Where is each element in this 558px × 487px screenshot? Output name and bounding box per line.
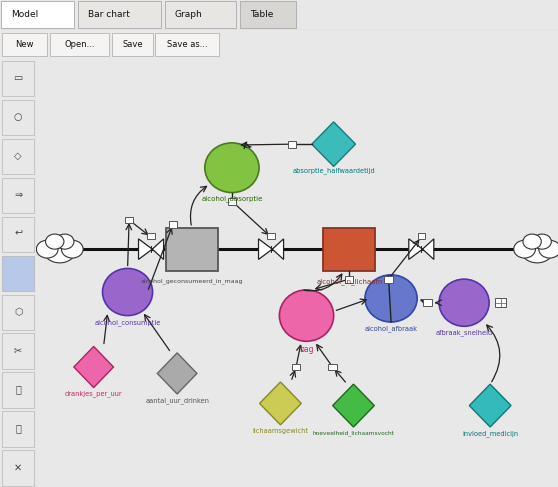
- Bar: [166, 228, 218, 271]
- Text: invloed_medicijn: invloed_medicijn: [462, 430, 518, 437]
- Text: Bar chart: Bar chart: [88, 10, 130, 19]
- Polygon shape: [259, 382, 301, 425]
- Text: lichaamsgewicht: lichaamsgewicht: [252, 428, 309, 434]
- FancyBboxPatch shape: [2, 178, 33, 213]
- Bar: [147, 233, 155, 239]
- Bar: [125, 217, 133, 224]
- Text: drankjes_per_uur: drankjes_per_uur: [65, 391, 122, 397]
- FancyBboxPatch shape: [2, 100, 33, 135]
- Text: Graph: Graph: [175, 10, 203, 19]
- Bar: [292, 364, 300, 371]
- Text: ✕: ✕: [14, 463, 22, 472]
- FancyBboxPatch shape: [2, 373, 33, 408]
- Ellipse shape: [439, 279, 489, 326]
- Circle shape: [521, 235, 554, 263]
- Polygon shape: [409, 239, 422, 260]
- FancyBboxPatch shape: [78, 1, 161, 28]
- Polygon shape: [152, 239, 163, 260]
- Text: ↩: ↩: [14, 229, 22, 239]
- Circle shape: [533, 234, 551, 249]
- Polygon shape: [74, 346, 113, 388]
- Bar: [417, 233, 425, 239]
- FancyBboxPatch shape: [2, 450, 33, 486]
- Text: alcohol_geconsumeerd_in_maag: alcohol_geconsumeerd_in_maag: [141, 278, 243, 284]
- Bar: [384, 276, 393, 282]
- Text: New: New: [15, 40, 34, 49]
- FancyBboxPatch shape: [2, 412, 33, 447]
- Bar: [329, 364, 337, 371]
- Text: alcohol_absorptie: alcohol_absorptie: [201, 196, 263, 202]
- Bar: [169, 221, 177, 228]
- Ellipse shape: [103, 268, 153, 316]
- Polygon shape: [157, 353, 197, 394]
- Polygon shape: [258, 239, 272, 260]
- Circle shape: [61, 240, 83, 258]
- FancyBboxPatch shape: [2, 33, 47, 56]
- FancyBboxPatch shape: [2, 61, 33, 96]
- Text: alcohol_in_lichaam: alcohol_in_lichaam: [316, 278, 382, 285]
- FancyBboxPatch shape: [112, 33, 153, 56]
- Bar: [424, 300, 432, 306]
- Circle shape: [523, 234, 541, 249]
- Ellipse shape: [280, 290, 334, 341]
- Text: alcohol_afbraak: alcohol_afbraak: [364, 325, 417, 332]
- FancyBboxPatch shape: [50, 33, 109, 56]
- FancyBboxPatch shape: [155, 33, 219, 56]
- Text: ✂: ✂: [14, 346, 22, 356]
- Text: ⧉: ⧉: [15, 385, 21, 394]
- Polygon shape: [333, 384, 374, 427]
- Text: aantal_uur_drinken: aantal_uur_drinken: [145, 397, 209, 404]
- Circle shape: [56, 234, 74, 249]
- Text: afbraak_snelheid: afbraak_snelheid: [435, 329, 493, 336]
- FancyBboxPatch shape: [1, 1, 74, 28]
- Bar: [496, 299, 506, 307]
- FancyBboxPatch shape: [2, 334, 33, 369]
- Text: alcohol_consumptie: alcohol_consumptie: [94, 319, 161, 326]
- Text: ⬡: ⬡: [14, 307, 22, 317]
- Circle shape: [36, 240, 58, 258]
- Text: ⇒: ⇒: [14, 190, 22, 200]
- Bar: [228, 198, 236, 205]
- Text: Table: Table: [250, 10, 273, 19]
- FancyBboxPatch shape: [2, 256, 33, 291]
- Polygon shape: [138, 239, 152, 260]
- Text: bag: bag: [299, 345, 314, 354]
- Bar: [323, 228, 376, 271]
- Text: Model: Model: [11, 10, 39, 19]
- FancyBboxPatch shape: [2, 139, 33, 174]
- Polygon shape: [469, 384, 511, 427]
- FancyBboxPatch shape: [165, 1, 236, 28]
- Text: Save as...: Save as...: [167, 40, 208, 49]
- Circle shape: [514, 240, 536, 258]
- Ellipse shape: [205, 143, 259, 192]
- Text: absorptie_halfwaardetijd: absorptie_halfwaardetijd: [292, 168, 375, 174]
- FancyBboxPatch shape: [2, 295, 33, 330]
- Bar: [288, 141, 296, 148]
- Polygon shape: [272, 239, 283, 260]
- Text: Open...: Open...: [64, 40, 95, 49]
- Polygon shape: [422, 239, 434, 260]
- Text: hoeveelheid_lichaamsvocht: hoeveelheid_lichaamsvocht: [312, 430, 395, 436]
- Text: ⧉: ⧉: [15, 424, 21, 433]
- Bar: [267, 233, 275, 239]
- Text: ◇: ◇: [15, 151, 22, 161]
- Text: ○: ○: [14, 112, 22, 122]
- Polygon shape: [312, 122, 355, 167]
- Bar: [345, 276, 353, 282]
- Circle shape: [46, 234, 64, 249]
- Text: Save: Save: [122, 40, 143, 49]
- Text: ▭: ▭: [13, 73, 23, 83]
- Circle shape: [43, 235, 76, 263]
- FancyBboxPatch shape: [2, 217, 33, 252]
- Circle shape: [539, 240, 558, 258]
- FancyBboxPatch shape: [240, 1, 296, 28]
- Ellipse shape: [365, 275, 417, 322]
